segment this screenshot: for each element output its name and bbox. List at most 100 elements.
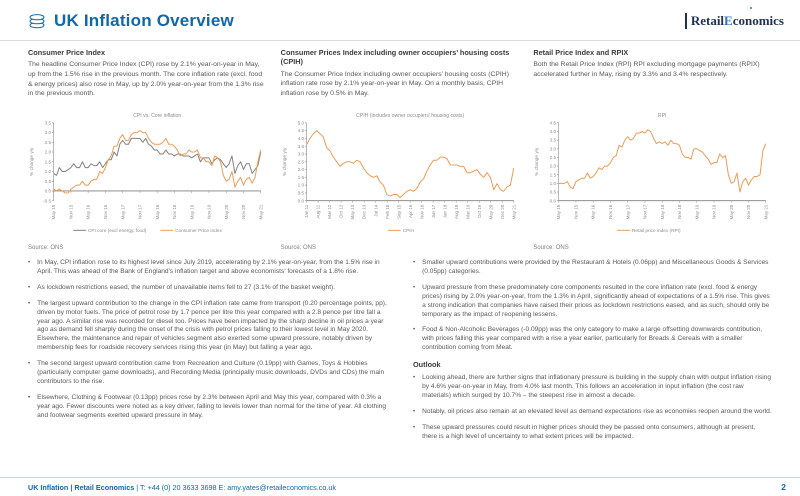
svg-text:May 19: May 19	[695, 204, 700, 219]
rpi-chart: RPI % change y/y 0.0 0.5 1.0 1.5 2.0 2.5 3.0 3.5 4…	[534, 113, 769, 234]
svg-text:4.5: 4.5	[297, 128, 304, 134]
svg-text:0.0: 0.0	[45, 189, 52, 195]
svg-text:% change y/y: % change y/y	[29, 147, 35, 176]
svg-text:Oct 12: Oct 12	[338, 204, 343, 218]
cpi-heading: Consumer Price Index	[28, 48, 106, 57]
bullet-item: • Notably, oil prices also remain at an e…	[413, 408, 772, 417]
bullet-marker: •	[28, 284, 31, 291]
bullet-item: • Elsewhere, Clothing & Footwear (0.13pp)…	[28, 394, 387, 421]
logo-part-retail: Retail	[690, 12, 725, 28]
svg-text:Dec 13: Dec 13	[361, 204, 366, 219]
bullet-marker: •	[413, 327, 416, 334]
cpih-summary: The Consumer Price Index including owner…	[280, 70, 509, 97]
analysis-left-column: • In May, CPI inflation rose to its highe…	[28, 259, 387, 448]
svg-text:5.0: 5.0	[297, 120, 304, 126]
svg-text:1.5: 1.5	[550, 172, 557, 178]
svg-text:May 16: May 16	[591, 204, 596, 219]
bullet-text: Food & Non-Alcoholic Beverages (-0.09pp)…	[422, 326, 763, 352]
svg-text:Retail price index (RPI): Retail price index (RPI)	[632, 228, 681, 234]
svg-text:Consumer Price Index: Consumer Price Index	[175, 228, 222, 234]
analysis-section: • In May, CPI inflation rose to its highe…	[28, 259, 772, 448]
bullet-item: • In May, CPI inflation rose to its highe…	[28, 259, 387, 277]
svg-text:3.0: 3.0	[297, 152, 304, 158]
svg-text:May 18: May 18	[155, 204, 160, 219]
svg-text:May 20: May 20	[729, 204, 734, 219]
svg-text:May 17: May 17	[626, 204, 631, 219]
bullet-marker: •	[28, 361, 31, 368]
bullet-text: Notably, oil prices also remain at an el…	[422, 407, 772, 415]
svg-text:2.0: 2.0	[550, 164, 557, 170]
bullet-marker: •	[28, 394, 31, 401]
svg-text:Oct 19: Oct 19	[476, 204, 481, 218]
svg-text:Dec 20: Dec 20	[499, 204, 504, 219]
svg-text:3.5: 3.5	[550, 138, 557, 144]
svg-text:2.0: 2.0	[45, 150, 52, 156]
svg-text:Jul 14: Jul 14	[373, 204, 378, 217]
bullet-marker: •	[413, 424, 416, 431]
bullet-item: • Upward pressure from these predominatel…	[413, 284, 772, 320]
svg-text:0.5: 0.5	[550, 190, 557, 196]
svg-text:1.0: 1.0	[550, 181, 557, 187]
cpih-heading: Consumer Prices Index including owner oc…	[280, 48, 510, 67]
svg-text:Sep 15: Sep 15	[396, 204, 401, 219]
svg-text:4.0: 4.0	[297, 136, 304, 142]
analysis-right-column: • Smaller upward contributions were provi…	[413, 259, 772, 448]
svg-text:May 21: May 21	[511, 204, 516, 219]
bullet-item: • The second largest upward contribution …	[28, 360, 387, 387]
svg-text:May 21: May 21	[764, 204, 769, 219]
svg-text:2.5: 2.5	[297, 159, 304, 165]
footer-contact-details: | T: +44 (0) 20 3633 3698 E: amy.yates@r…	[134, 482, 336, 492]
bullet-text: The second largest upward contribution c…	[37, 360, 385, 385]
bullet-item: • Food & Non-Alcoholic Beverages (-0.09pp…	[413, 326, 772, 353]
svg-text:May 15: May 15	[557, 204, 562, 219]
svg-text:Nov 16: Nov 16	[608, 204, 613, 219]
bullet-marker: •	[413, 284, 416, 291]
bullet-marker: •	[413, 260, 416, 267]
cpih-chart-source: Source: ONS	[280, 245, 317, 252]
svg-text:Aug 11: Aug 11	[315, 204, 320, 218]
svg-text:0.5: 0.5	[297, 191, 304, 197]
svg-text:3.5: 3.5	[45, 120, 52, 126]
svg-text:4.0: 4.0	[550, 129, 557, 135]
bullet-text: These upward pressures could result in h…	[422, 423, 756, 440]
cpih-chart: CPIH (includes owner occupiers’ housing …	[282, 113, 516, 234]
page-footer: UK Inflation | Retail Economics | T: +44…	[0, 477, 800, 496]
bullet-item: • The largest upward contribution to the …	[28, 300, 387, 353]
bullet-item: • Smaller upward contributions were provi…	[413, 259, 772, 277]
outlook-bullet-list: • Looking ahead, there are further signs …	[413, 374, 772, 441]
report-page: UK Inflation Overview RetailEconomics Co…	[0, 6, 800, 492]
svg-text:CPIH: CPIH	[402, 228, 414, 234]
chart-columns: Consumer Price Index The headline Consum…	[28, 48, 772, 251]
column-cpih: Consumer Prices Index including owner oc…	[281, 48, 520, 251]
svg-text:Nov 19: Nov 19	[207, 204, 212, 219]
outlook-heading: Outlook	[413, 360, 441, 370]
bullet-text: As lockdown restrictions eased, the numb…	[37, 283, 336, 291]
svg-text:May 19: May 19	[189, 204, 194, 219]
bullet-marker: •	[28, 260, 31, 267]
svg-text:May 20: May 20	[224, 204, 229, 219]
svg-text:3.0: 3.0	[550, 146, 557, 152]
bullet-marker: •	[413, 375, 416, 382]
svg-text:0.0: 0.0	[550, 198, 557, 204]
footer-contact-text: UK Inflation | Retail Economics | T: +44…	[28, 483, 336, 492]
svg-text:May 17: May 17	[120, 204, 125, 219]
svg-text:Nov 19: Nov 19	[712, 204, 717, 219]
svg-text:-0.5: -0.5	[43, 198, 52, 204]
svg-text:% change y/y: % change y/y	[534, 147, 540, 176]
cpi-chart-source: Source: ONS	[28, 245, 64, 252]
svg-text:CPI core (excl energy, food): CPI core (excl energy, food)	[88, 228, 147, 234]
svg-text:3.0: 3.0	[45, 130, 52, 136]
svg-text:Nov 20: Nov 20	[746, 204, 751, 219]
svg-text:Apr 16: Apr 16	[407, 204, 412, 218]
svg-text:3.5: 3.5	[297, 144, 304, 150]
bullet-marker: •	[413, 408, 416, 415]
logo-dots-icon	[750, 6, 752, 9]
bullet-item: • These upward pressures could result in …	[413, 424, 772, 442]
svg-text:May 15: May 15	[51, 204, 56, 219]
svg-text:May 20: May 20	[488, 204, 493, 219]
svg-text:CPI vs. Core inflation: CPI vs. Core inflation	[133, 113, 181, 119]
svg-text:Nov 18: Nov 18	[172, 204, 177, 219]
page-title: UK Inflation Overview	[54, 11, 234, 30]
svg-text:4.5: 4.5	[550, 120, 557, 126]
rpi-summary: Both the Retail Price Index (RPI) RPI ex…	[533, 61, 760, 78]
